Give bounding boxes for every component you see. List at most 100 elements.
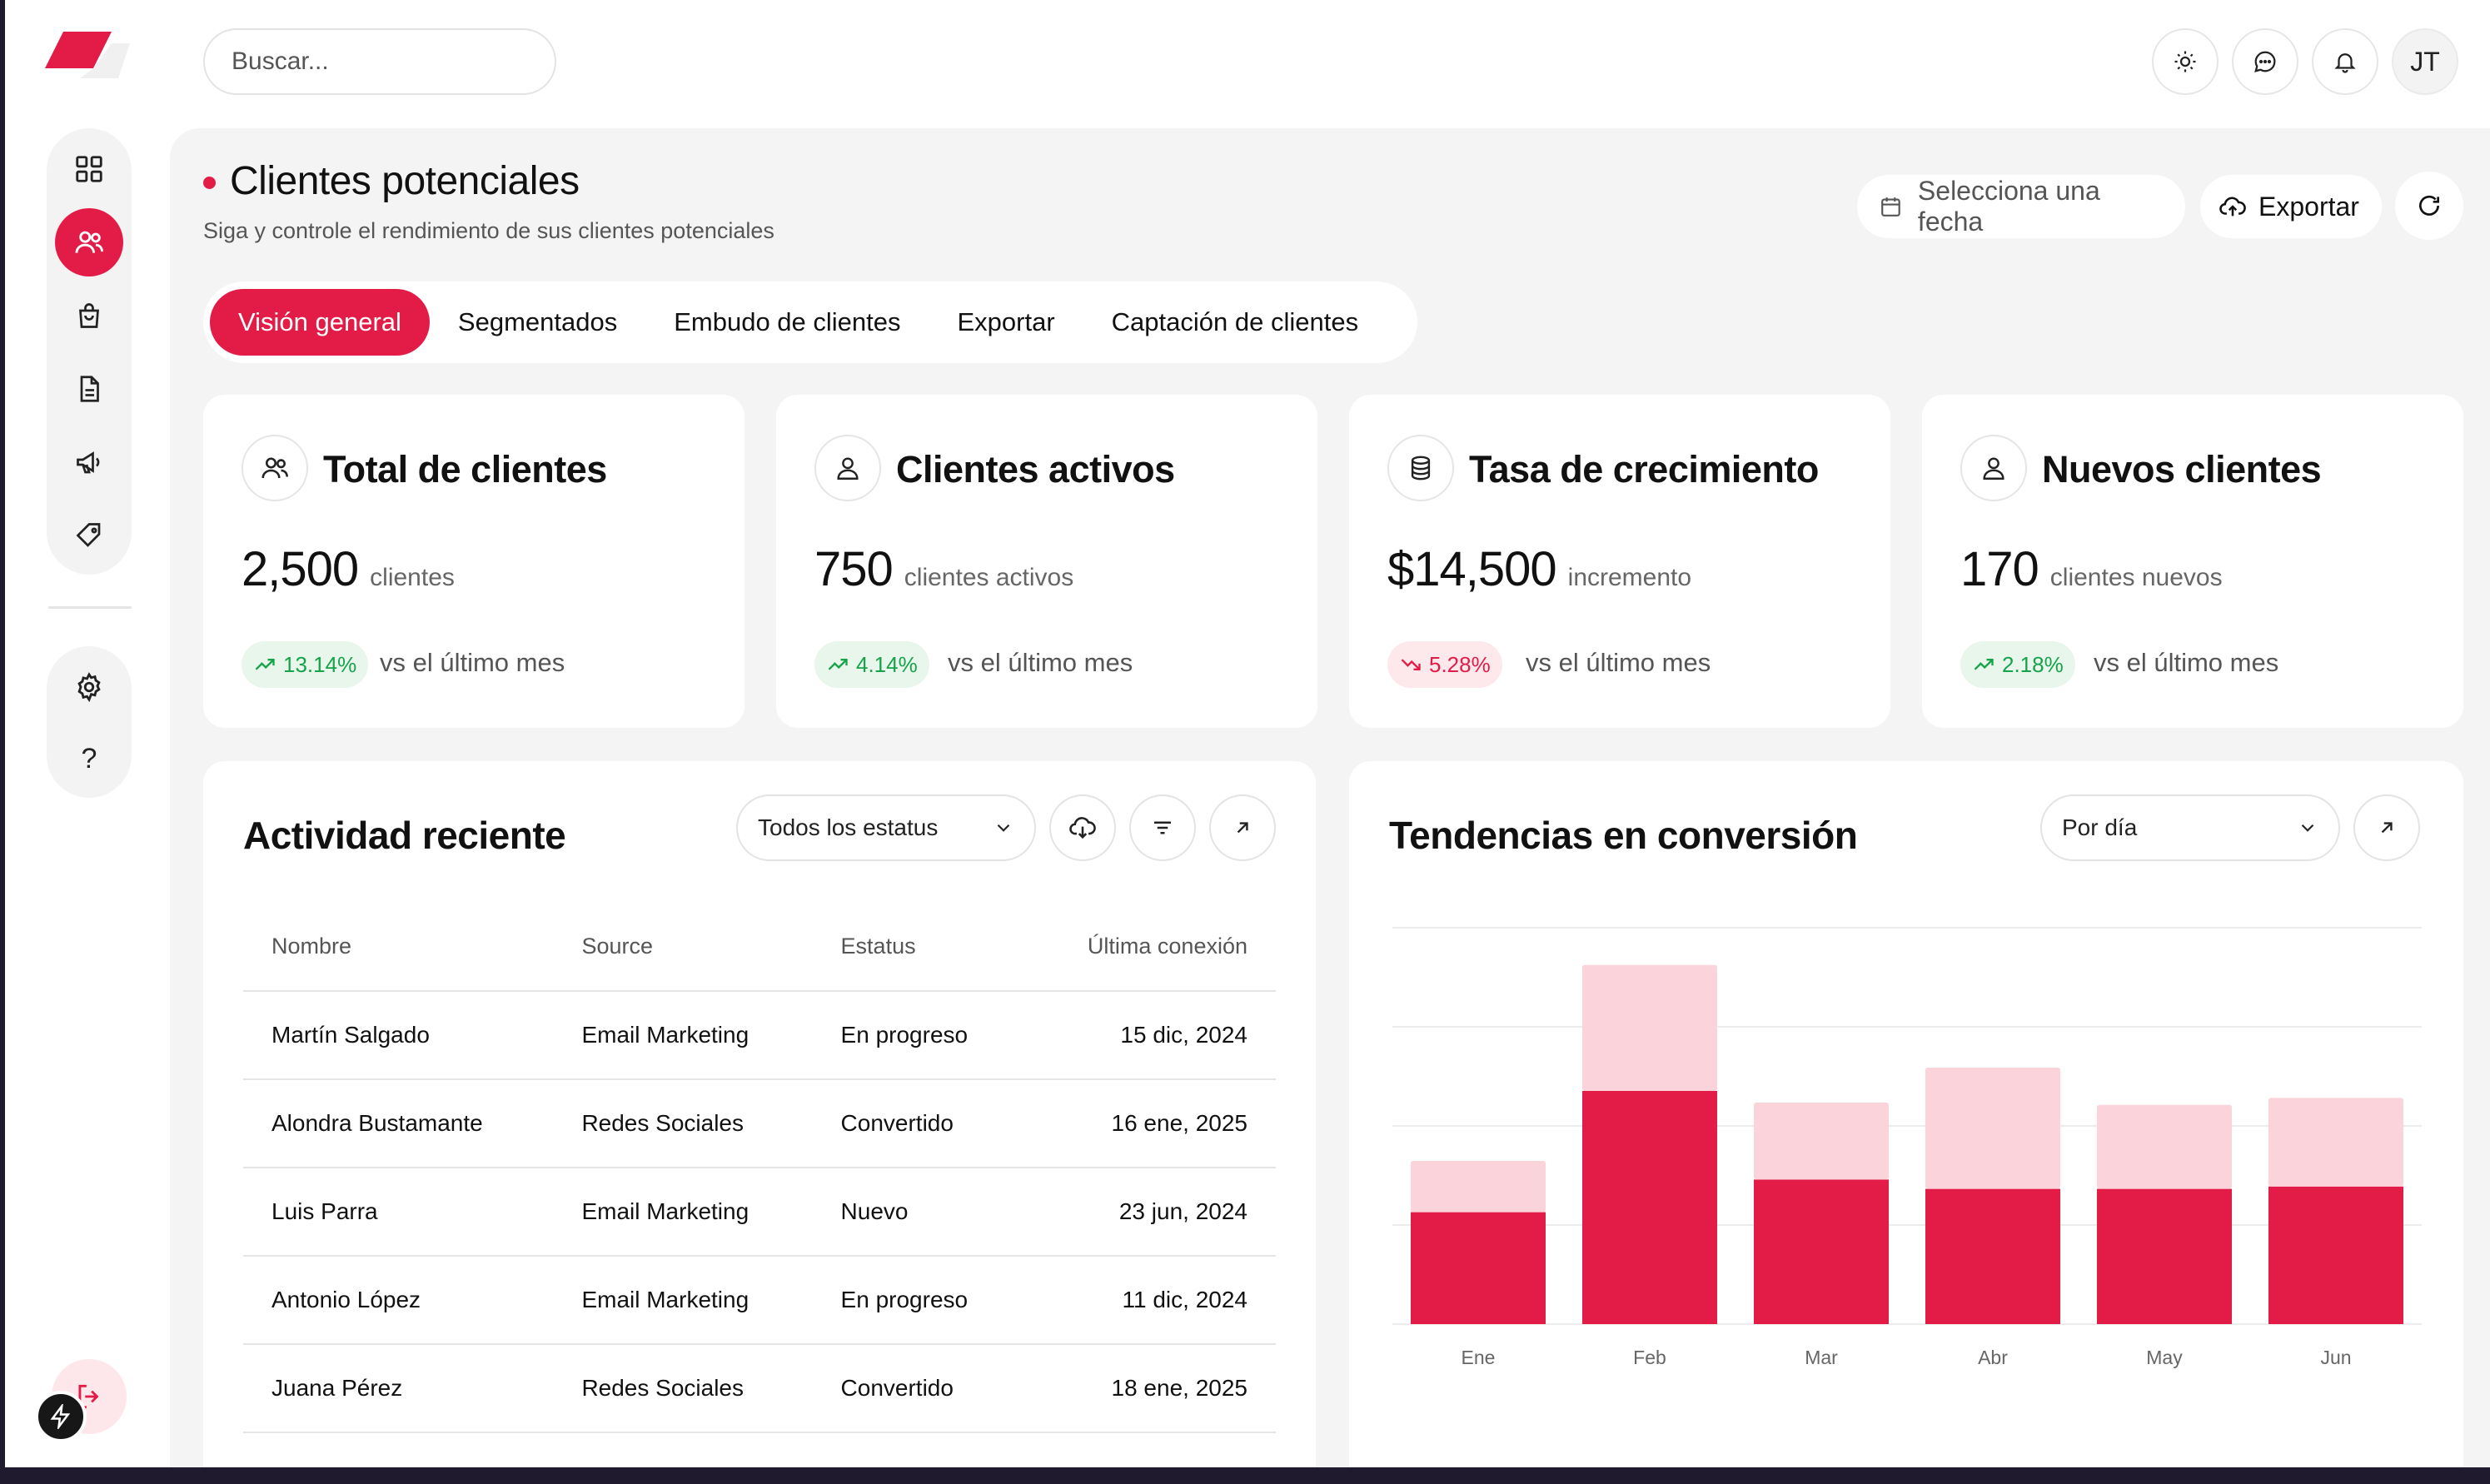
sidebar-item-tags[interactable] <box>55 501 123 570</box>
download-button[interactable] <box>1049 794 1116 861</box>
table-row[interactable]: Luis Parra Email Marketing Nuevo 23 jun,… <box>243 1168 1276 1257</box>
shopping-bag-icon <box>79 303 99 328</box>
tag-icon <box>76 523 101 547</box>
table-row[interactable]: Antonio López Email Marketing En progres… <box>243 1256 1276 1345</box>
tab-overview[interactable]: Visión general <box>210 289 430 356</box>
chart-bar-segment[interactable] <box>1411 1212 1546 1324</box>
sidebar-divider <box>48 606 132 609</box>
gear-icon <box>77 671 101 702</box>
trend-down-icon <box>1401 659 1421 670</box>
column-header-status[interactable]: Estatus <box>812 903 1025 992</box>
tab-export[interactable]: Exportar <box>957 307 1055 336</box>
chart-bar-segment[interactable] <box>1754 1103 1889 1180</box>
recent-activity-title: Actividad reciente <box>243 814 566 857</box>
document-icon <box>80 376 99 402</box>
cell-last-connection: 15 dic, 2024 <box>1024 991 1276 1080</box>
filter-icon <box>1154 821 1171 834</box>
chart-bar-segment[interactable] <box>1411 1161 1546 1213</box>
help-icon: ? <box>81 743 97 774</box>
export-button[interactable]: Exportar <box>2200 175 2382 238</box>
page-subtitle: Siga y controle el rendimiento de sus cl… <box>203 218 774 243</box>
chart-bar-segment[interactable] <box>2268 1186 2403 1324</box>
chart-bar-segment[interactable] <box>2268 1098 2403 1187</box>
stat-title: Clientes activos <box>896 448 1175 491</box>
chart-x-tick-label: Abr <box>1978 1347 2008 1368</box>
cell-name: Antonio López <box>243 1256 554 1345</box>
export-label: Exportar <box>2258 191 2359 222</box>
sidebar-item-clients[interactable] <box>55 208 123 276</box>
sidebar-item-documents[interactable] <box>55 355 123 423</box>
period-select[interactable]: Por día <box>2040 794 2340 861</box>
chart-bar-segment[interactable] <box>2097 1188 2232 1324</box>
sidebar-item-help[interactable]: ? <box>55 725 123 793</box>
table-row[interactable]: Juana Pérez Redes Sociales Convertido 18… <box>243 1344 1276 1433</box>
tab-bar: Visión general Segmentados Embudo de cli… <box>203 281 1417 363</box>
trend-up-icon <box>255 659 275 670</box>
chart-bar-segment[interactable] <box>1754 1179 1889 1324</box>
users-icon <box>75 231 103 253</box>
chart-bar-segment[interactable] <box>1582 964 1717 1091</box>
chat-icon <box>2254 51 2276 72</box>
cell-status: Nuevo <box>812 1168 1025 1257</box>
chart-bar-segment[interactable] <box>1925 1068 2060 1189</box>
stat-delta-badge: 4.14% <box>814 641 929 688</box>
cell-last-connection: 11 dic, 2024 <box>1024 1256 1276 1345</box>
chart-x-tick-label: May <box>2146 1347 2183 1368</box>
trend-up-icon <box>828 659 848 670</box>
status-filter-select[interactable]: Todos los estatus <box>736 794 1036 861</box>
cell-name: Martín Salgado <box>243 991 554 1080</box>
chevron-down-icon <box>2301 824 2314 832</box>
cell-source: Redes Sociales <box>553 1344 813 1433</box>
cell-last-connection: 16 ene, 2025 <box>1024 1079 1276 1168</box>
sidebar-secondary-nav: ? <box>47 646 132 798</box>
stat-value: 170 clientes nuevos <box>1960 542 2223 596</box>
notifications-button[interactable] <box>2312 28 2378 95</box>
stat-delta-badge: 5.28% <box>1387 641 1502 688</box>
sidebar-item-campaigns[interactable] <box>55 428 123 496</box>
tab-segmented[interactable]: Segmentados <box>457 307 618 336</box>
messages-button[interactable] <box>2232 28 2298 95</box>
chart-bar-segment[interactable] <box>1582 1091 1717 1324</box>
search-input[interactable] <box>203 28 556 95</box>
cloud-download-icon <box>1069 817 1096 839</box>
theme-toggle-button[interactable] <box>2152 28 2219 95</box>
table-row[interactable]: Martín Salgado Email Marketing En progre… <box>243 991 1276 1080</box>
stat-title: Tasa de crecimiento <box>1469 448 1819 491</box>
chart-bar-segment[interactable] <box>1925 1188 2060 1324</box>
expand-chart-button[interactable] <box>2353 794 2420 861</box>
tab-funnel[interactable]: Embudo de clientes <box>674 307 901 336</box>
status-filter-value: Todos los estatus <box>758 814 939 840</box>
stat-title: Nuevos clientes <box>2042 448 2322 491</box>
arrow-up-right-icon <box>1237 822 1248 834</box>
sidebar-item-settings[interactable] <box>55 653 123 720</box>
stat-value: 750 clientes activos <box>814 542 1074 596</box>
column-header-last-connection[interactable]: Última conexión <box>1024 903 1276 992</box>
stat-unit: incremento <box>1567 564 1692 591</box>
cell-source: Email Marketing <box>553 1168 813 1257</box>
column-header-name[interactable]: Nombre <box>243 903 554 992</box>
cell-source: Email Marketing <box>553 1256 813 1345</box>
stat-value: $14,500 incremento <box>1387 542 1692 596</box>
cell-name: Juana Pérez <box>243 1344 554 1433</box>
conversion-bar-chart: Ene Feb Mar Abr May Jun <box>1392 927 2422 1368</box>
column-header-source[interactable]: Source <box>553 903 813 992</box>
refresh-button[interactable] <box>2395 172 2463 240</box>
expand-activity-button[interactable] <box>1209 794 1276 861</box>
chart-bar-segment[interactable] <box>2097 1104 2232 1189</box>
megaphone-icon <box>77 451 100 474</box>
conversion-trends-panel: Tendencias en conversión Por día Ene Feb M… <box>1349 761 2463 1467</box>
tab-acquisition[interactable]: Captación de clientes <box>1111 307 1359 336</box>
date-picker-button[interactable]: Selecciona una fecha <box>1857 175 2185 238</box>
activity-table: Nombre Source Estatus Última conexión Ma… <box>243 903 1276 1433</box>
table-row[interactable]: Alondra Bustamante Redes Sociales Conver… <box>243 1079 1276 1168</box>
stat-unit: clientes nuevos <box>2049 564 2223 591</box>
quick-action-button[interactable] <box>35 1391 87 1442</box>
cell-status: En progreso <box>812 1256 1025 1345</box>
stat-comparison: vs el último mes <box>380 648 565 677</box>
sidebar-item-shop[interactable] <box>55 281 123 350</box>
sidebar-item-dashboard[interactable] <box>55 135 123 203</box>
table-header-row: Nombre Source Estatus Última conexión <box>243 903 1276 992</box>
filter-button[interactable] <box>1129 794 1196 861</box>
avatar[interactable]: JT <box>2392 28 2458 95</box>
lightning-icon <box>50 1404 71 1429</box>
